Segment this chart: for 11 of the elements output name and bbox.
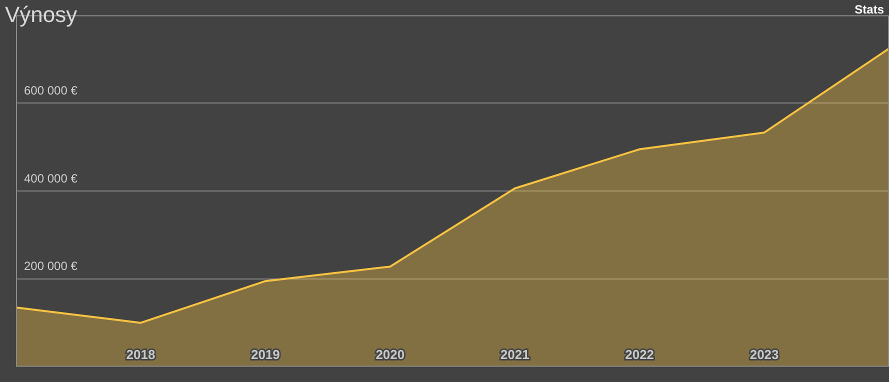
y-tick-label: 200 000 € xyxy=(24,259,78,274)
chart-title: Výnosy xyxy=(5,2,78,28)
x-tick-label: 2021 xyxy=(500,346,530,362)
annotation: Stats xyxy=(854,2,884,16)
x-tick-label: 2020 xyxy=(376,346,405,362)
x-tick-label: 2018 xyxy=(126,346,156,362)
y-tick-label: 600 000 € xyxy=(24,83,78,98)
x-tick-label: 2019 xyxy=(250,346,280,362)
y-tick-label: 400 000 € xyxy=(24,171,78,186)
x-tick-label: 2022 xyxy=(625,346,654,362)
x-tick-label: 2023 xyxy=(750,346,779,362)
